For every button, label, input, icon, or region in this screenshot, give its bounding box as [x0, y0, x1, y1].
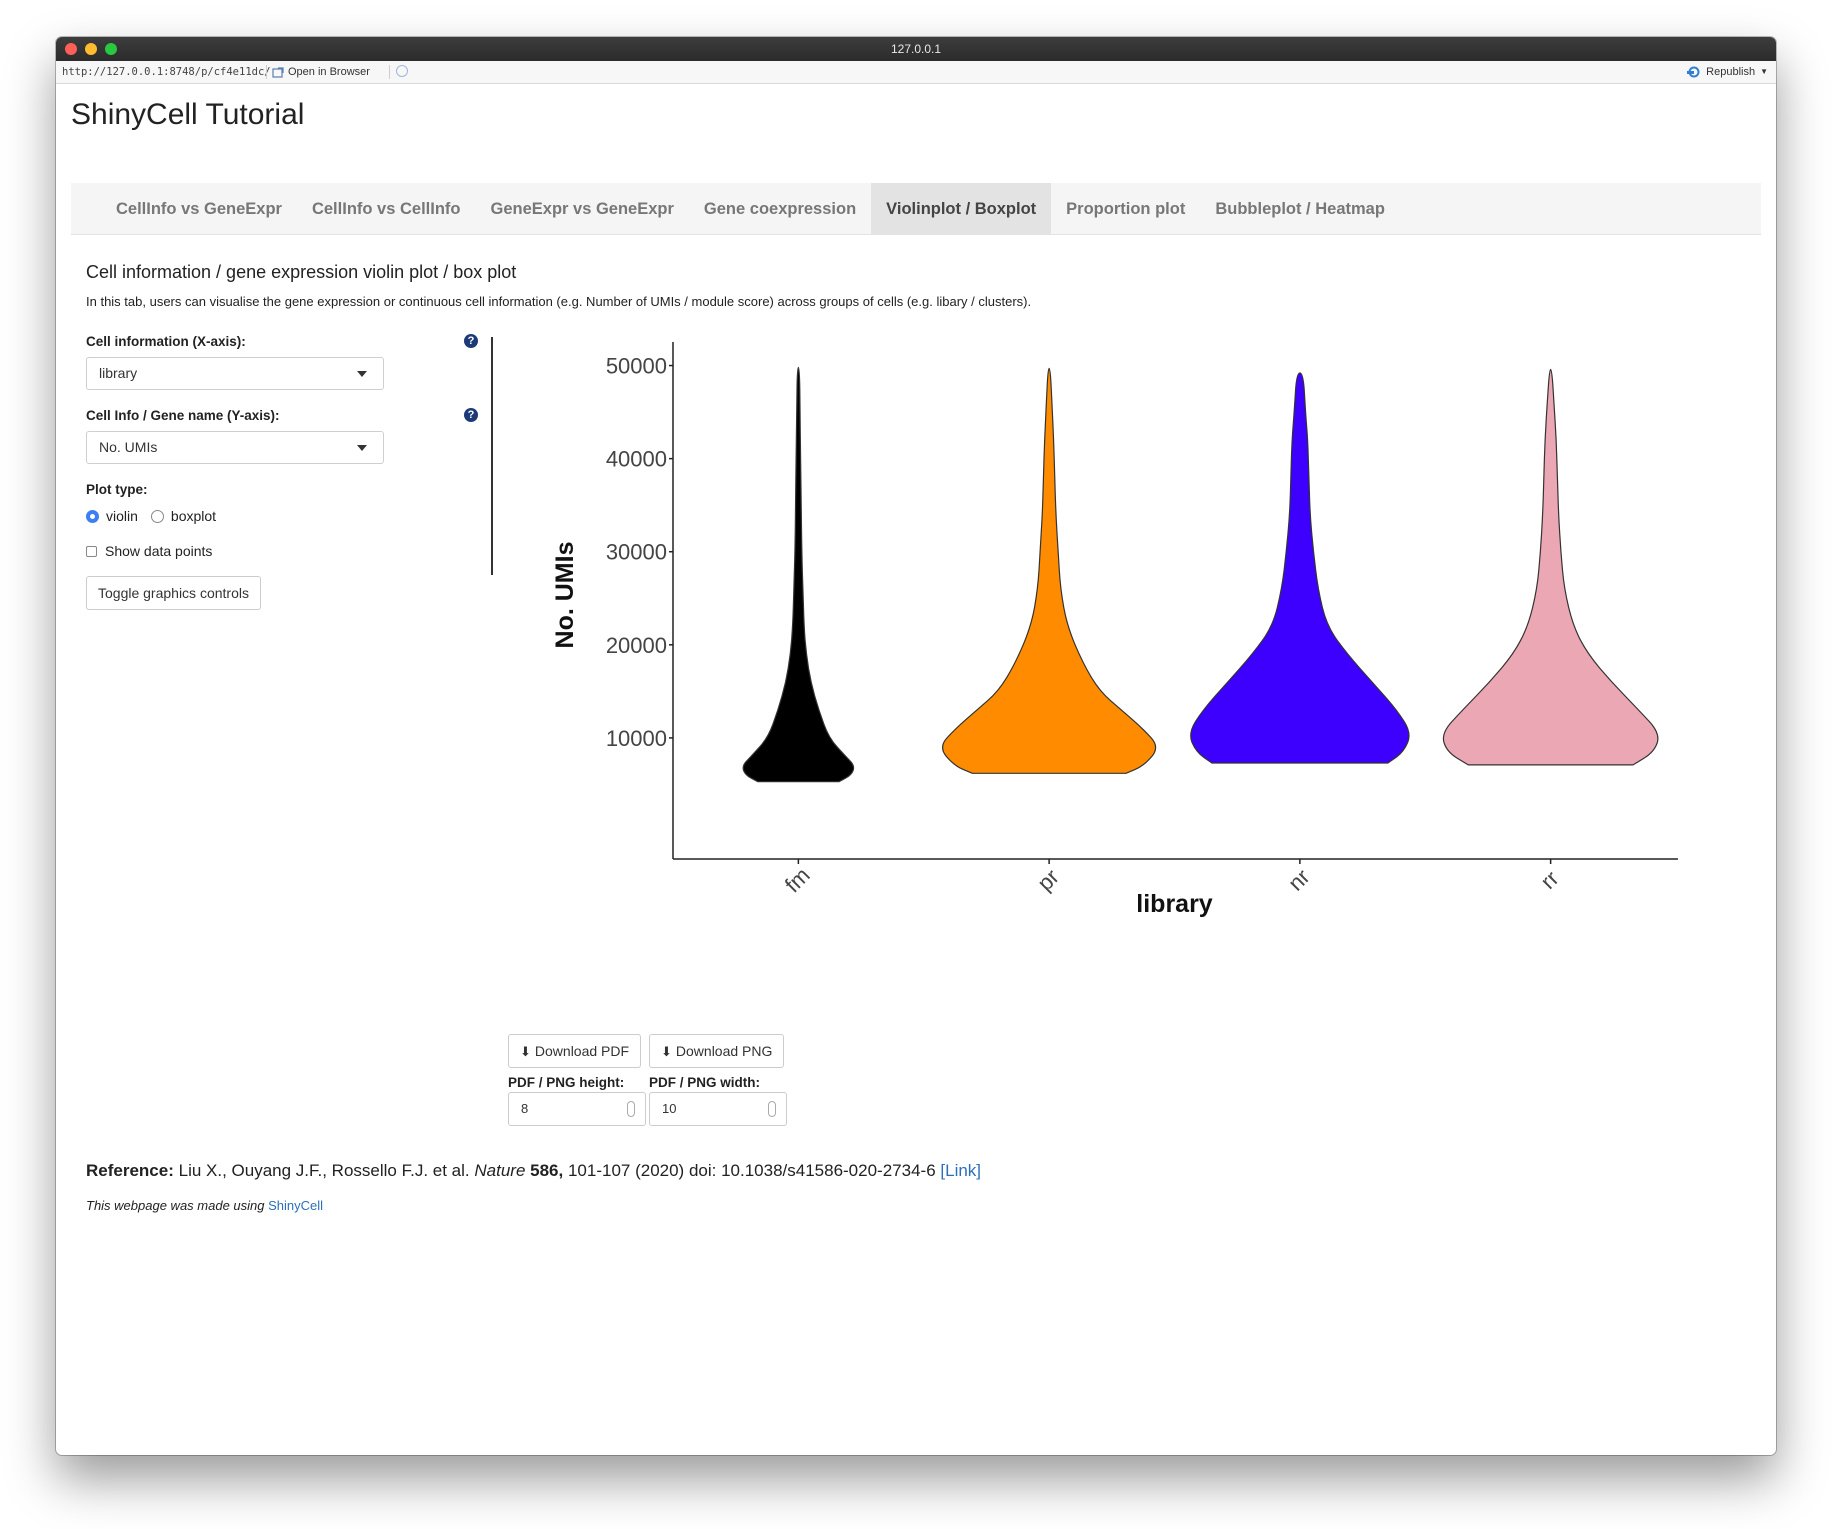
tab-cellinfo-vs-geneexpr[interactable]: CellInfo vs GeneExpr	[116, 200, 282, 218]
question-circle-icon[interactable]: ?	[464, 334, 478, 348]
open-in-browser-label: Open in Browser	[288, 66, 370, 78]
open-in-browser-button[interactable]: Open in Browser	[272, 61, 370, 83]
x-tick-label: nr	[1283, 864, 1315, 896]
panel-divider	[491, 337, 493, 575]
y-tick-label: 40000	[606, 447, 667, 472]
tab-geneexpr-vs-geneexpr[interactable]: GeneExpr vs GeneExpr	[490, 200, 674, 218]
reference-pages-doi: 101-107 (2020) doi: 10.1038/s41586-020-2…	[567, 1161, 936, 1180]
tab-cellinfo-vs-cellinfo[interactable]: CellInfo vs CellInfo	[311, 200, 461, 218]
pdf-height-value: 8	[521, 1101, 529, 1116]
republish-button[interactable]: Republish ▼	[1687, 61, 1768, 83]
footer-text: This webpage was made using	[86, 1198, 265, 1213]
y-tick-label: 20000	[606, 633, 667, 658]
show-data-points-label[interactable]: Show data points	[105, 543, 213, 559]
download-png-button[interactable]: ⬇ Download PNG	[649, 1034, 785, 1068]
x-tick-label: pr	[1032, 864, 1064, 896]
pdf-width-value: 10	[662, 1101, 677, 1116]
main-tabs: CellInfo vs GeneExpr CellInfo vs CellInf…	[71, 183, 1761, 235]
x-axis-select-value: library	[99, 365, 138, 381]
footer: This webpage was made using ShinyCell	[86, 1198, 323, 1213]
open-browser-icon	[272, 66, 284, 78]
y-axis-title: No. UMIs	[551, 542, 579, 649]
download-icon: ⬇	[520, 1044, 531, 1059]
reference: Reference: Liu X., Ouyang J.F., Rossello…	[86, 1161, 981, 1181]
toolbar-divider	[389, 65, 390, 79]
plot-type-radio-group: violin boxplot	[86, 508, 229, 524]
y-axis-label: Cell Info / Gene name (Y-axis):	[86, 408, 280, 423]
y-tick-label: 10000	[606, 726, 667, 751]
spinner-icon[interactable]	[627, 1101, 635, 1117]
pdf-width-input[interactable]: 10	[649, 1092, 787, 1126]
reference-volume: 586,	[530, 1161, 564, 1180]
boxplot-radio-label[interactable]: boxplot	[170, 508, 217, 524]
caret-down-icon	[357, 445, 367, 451]
question-circle-icon[interactable]: ?	[464, 408, 478, 422]
refresh-icon[interactable]	[396, 65, 408, 77]
plot-type-label: Plot type:	[86, 482, 148, 497]
chevron-down-icon: ▼	[1760, 67, 1768, 76]
tab-proportion-plot[interactable]: Proportion plot	[1066, 200, 1186, 218]
tab-violinplot-boxplot[interactable]: Violinplot / Boxplot	[871, 183, 1052, 234]
violin-radio-label[interactable]: violin	[106, 508, 138, 524]
pdf-width-label: PDF / PNG width:	[649, 1075, 760, 1090]
pdf-height-input[interactable]: 8	[508, 1092, 646, 1126]
x-axis-select[interactable]: library	[86, 357, 384, 390]
reference-authors: Liu X., Ouyang J.F., Rossello F.J. et al…	[178, 1161, 470, 1180]
x-tick-label: fm	[780, 862, 815, 897]
y-axis-select[interactable]: No. UMIs	[86, 431, 384, 464]
section-title: Cell information / gene expression violi…	[86, 262, 517, 282]
violin-nr	[1190, 372, 1410, 764]
window-title: 127.0.0.1	[890, 42, 942, 56]
violin-rr	[1442, 368, 1659, 766]
show-data-points-row: Show data points	[86, 543, 212, 559]
download-png-label: Download PNG	[675, 1043, 773, 1059]
reference-link[interactable]: [Link]	[940, 1161, 982, 1180]
tab-gene-coexpression[interactable]: Gene coexpression	[703, 200, 857, 218]
violin-pr	[942, 367, 1157, 774]
violin-plot: 10000 20000 30000 40000 50000 fm pr nr rr library…	[551, 342, 1678, 918]
shinycell-link[interactable]: ShinyCell	[268, 1198, 324, 1213]
violin-fm	[742, 366, 855, 783]
page-title: ShinyCell Tutorial	[71, 98, 305, 131]
reference-journal: Nature	[474, 1161, 526, 1180]
download-pdf-label: Download PDF	[534, 1043, 630, 1059]
x-axis-title: library	[1136, 890, 1213, 918]
show-data-points-checkbox[interactable]	[86, 545, 97, 557]
y-tick-label: 50000	[606, 354, 667, 379]
y-axis-select-value: No. UMIs	[99, 439, 158, 455]
window-titlebar: 127.0.0.1	[56, 37, 1776, 61]
reference-label: Reference:	[86, 1161, 174, 1180]
republish-label: Republish	[1706, 66, 1756, 78]
violin-radio[interactable]	[86, 509, 99, 523]
download-icon: ⬇	[661, 1044, 672, 1059]
download-pdf-button[interactable]: ⬇ Download PDF	[508, 1034, 642, 1068]
x-axis-label: Cell information (X-axis):	[86, 334, 246, 349]
boxplot-radio[interactable]	[150, 509, 164, 523]
section-description: In this tab, users can visualise the gen…	[86, 294, 1032, 309]
app-window: 127.0.0.1 http://127.0.0.1:8748/p/cf4e11…	[56, 37, 1776, 1455]
close-window-button[interactable]	[65, 43, 77, 55]
viewer-toolbar: http://127.0.0.1:8748/p/cf4e11dc/ Open i…	[56, 61, 1776, 84]
url-text[interactable]: http://127.0.0.1:8748/p/cf4e11dc/	[62, 66, 271, 78]
republish-icon	[1687, 66, 1700, 78]
toggle-graphics-controls-button[interactable]: Toggle graphics controls	[86, 576, 261, 610]
pdf-height-label: PDF / PNG height:	[508, 1075, 625, 1090]
tab-bubbleplot-heatmap[interactable]: Bubbleplot / Heatmap	[1215, 200, 1385, 218]
minimize-window-button[interactable]	[85, 43, 97, 55]
caret-down-icon	[357, 371, 367, 377]
x-tick-label: rr	[1536, 866, 1564, 894]
maximize-window-button[interactable]	[105, 43, 117, 55]
spinner-icon[interactable]	[768, 1101, 776, 1117]
y-tick-label: 30000	[606, 540, 667, 565]
toolbar-divider	[266, 65, 267, 79]
